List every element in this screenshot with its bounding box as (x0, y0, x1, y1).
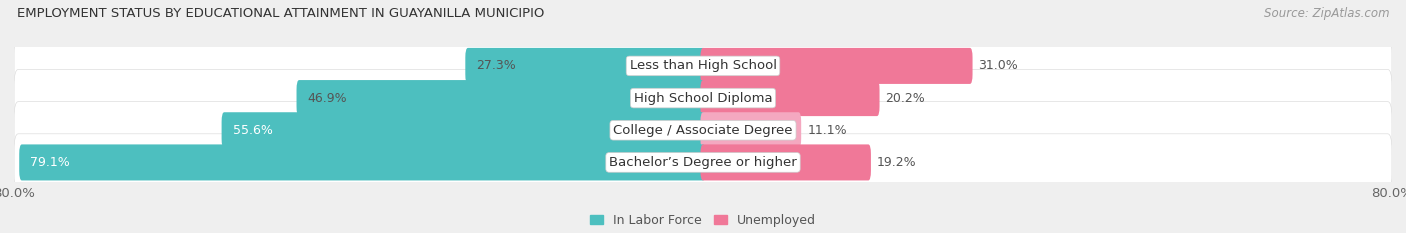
Text: Less than High School: Less than High School (630, 59, 776, 72)
Text: Bachelor’s Degree or higher: Bachelor’s Degree or higher (609, 156, 797, 169)
FancyBboxPatch shape (14, 102, 1392, 159)
Text: 19.2%: 19.2% (877, 156, 917, 169)
FancyBboxPatch shape (465, 48, 706, 84)
Text: 31.0%: 31.0% (979, 59, 1018, 72)
FancyBboxPatch shape (20, 144, 706, 180)
Text: 79.1%: 79.1% (31, 156, 70, 169)
FancyBboxPatch shape (222, 112, 706, 148)
FancyBboxPatch shape (14, 69, 1392, 127)
FancyBboxPatch shape (700, 144, 870, 180)
Text: Source: ZipAtlas.com: Source: ZipAtlas.com (1264, 7, 1389, 20)
Legend: In Labor Force, Unemployed: In Labor Force, Unemployed (591, 214, 815, 227)
Text: High School Diploma: High School Diploma (634, 92, 772, 105)
Text: 20.2%: 20.2% (886, 92, 925, 105)
Text: 46.9%: 46.9% (308, 92, 347, 105)
FancyBboxPatch shape (297, 80, 706, 116)
Text: 11.1%: 11.1% (807, 124, 846, 137)
Text: 55.6%: 55.6% (233, 124, 273, 137)
FancyBboxPatch shape (14, 37, 1392, 95)
Text: 27.3%: 27.3% (477, 59, 516, 72)
FancyBboxPatch shape (700, 48, 973, 84)
Text: EMPLOYMENT STATUS BY EDUCATIONAL ATTAINMENT IN GUAYANILLA MUNICIPIO: EMPLOYMENT STATUS BY EDUCATIONAL ATTAINM… (17, 7, 544, 20)
FancyBboxPatch shape (700, 112, 801, 148)
FancyBboxPatch shape (700, 80, 880, 116)
FancyBboxPatch shape (14, 134, 1392, 191)
Text: College / Associate Degree: College / Associate Degree (613, 124, 793, 137)
